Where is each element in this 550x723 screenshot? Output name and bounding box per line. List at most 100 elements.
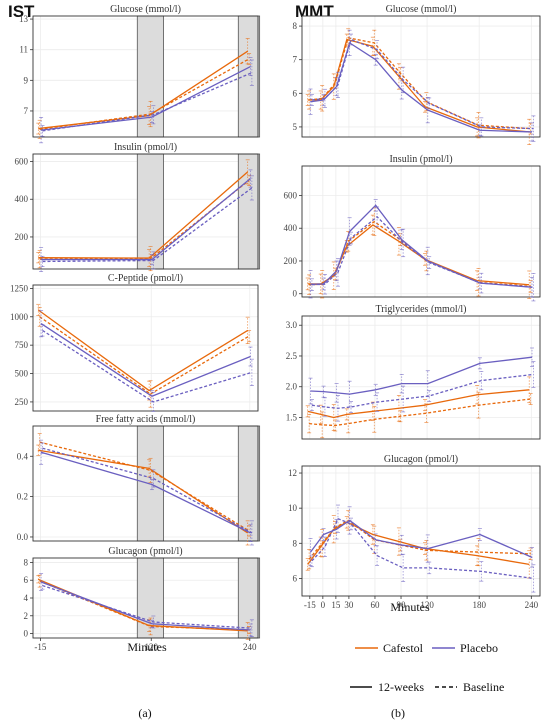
series-line-placebo-baseline — [42, 584, 252, 629]
series-line-cafestol-12-weeks — [38, 171, 249, 259]
y-tick-label: 750 — [15, 340, 29, 350]
y-tick-label: 11 — [19, 45, 28, 55]
series-line-cafestol-baseline — [309, 37, 531, 130]
chart-title: Glucose (mmol/l) — [386, 4, 457, 15]
chart-title: Triglycerides (mmol/l) — [375, 304, 466, 315]
series-line-placebo-baseline — [42, 187, 253, 263]
panel-mmt-7: Triglycerides (mmol/l) 1.5 2.0 2.5 3.0 — [286, 304, 541, 440]
y-tick-label: 200 — [15, 232, 29, 242]
plot-border — [32, 153, 259, 270]
series-line-cafestol-baseline — [309, 398, 531, 427]
panel-ist-3: Free fatty acids (mmol/l) 0.0 0.2 0.4 — [17, 414, 261, 546]
series-line-placebo-12-weeks — [310, 356, 533, 395]
subfigure-b-label: (b) — [391, 706, 405, 720]
y-tick-label: 2.0 — [286, 382, 298, 392]
plot-border — [32, 284, 259, 412]
x-tick-label: 180 — [472, 600, 486, 610]
chart-title: Insulin (pmol/l) — [114, 142, 177, 153]
x-tick-label: -15 — [304, 600, 316, 610]
series-line-placebo-baseline — [311, 216, 534, 288]
chart-title: Insulin (pmol/l) — [389, 154, 452, 165]
chart-title: Glucose (mmol/l) — [110, 4, 181, 15]
panel-mmt-8: Glucagon (pmol/l) 6 8 10 12 -15 0 15 30 60 90 120 18… — [288, 454, 541, 610]
series-line-cafestol-baseline — [39, 441, 250, 532]
y-tick-label: 0 — [293, 289, 298, 299]
x-tick-label: 0 — [321, 600, 326, 610]
x-tick-label: 120 — [144, 642, 158, 652]
series-line-cafestol-baseline — [308, 519, 531, 560]
y-tick-label: 6 — [293, 88, 298, 98]
series-line-placebo-baseline — [42, 72, 253, 132]
plot-border — [301, 15, 541, 138]
chart-title: Glucagon (pmol/l) — [108, 546, 182, 557]
shaded-band — [237, 557, 261, 639]
plot-area — [302, 166, 540, 297]
y-tick-label: 7 — [293, 55, 298, 65]
y-tick-label: 1250 — [10, 283, 29, 293]
panel-ist-0: Glucose (mmol/l) 7 9 11 13 — [19, 4, 261, 144]
mmt-x-axis-label: Minutes — [390, 600, 430, 614]
y-tick-label: 400 — [284, 223, 298, 233]
y-tick-label: 1.5 — [286, 412, 298, 422]
shaded-band — [237, 425, 261, 542]
series-line-cafestol-12-weeks — [38, 449, 249, 534]
legend-12-weeks-label: 12-weeks — [378, 680, 424, 694]
y-tick-label: 8 — [293, 21, 298, 31]
y-tick-label: 10 — [288, 503, 298, 513]
y-tick-label: 500 — [15, 369, 29, 379]
chart-title: Free fatty acids (mmol/l) — [96, 414, 196, 425]
y-tick-label: 600 — [284, 190, 298, 200]
series-line-cafestol-12-weeks — [37, 309, 249, 392]
y-tick-label: 400 — [15, 194, 29, 204]
y-tick-label: 5 — [293, 122, 298, 132]
y-tick-label: 200 — [284, 256, 298, 266]
series-line-cafestol-baseline — [39, 580, 250, 631]
legend: Cafestol Placebo 12-weeks Baseline — [350, 641, 504, 694]
subfigure-a-label: (a) — [138, 706, 151, 720]
chart-title: Glucagon (pmol/l) — [384, 454, 458, 465]
series-line-placebo-12-weeks — [40, 581, 251, 631]
series-line-placebo-12-weeks — [309, 519, 533, 558]
series-line-placebo-12-weeks — [40, 323, 251, 397]
panel-mmt-5: Glucose (mmol/l) 5 6 7 8 — [293, 4, 541, 146]
ist-x-axis-label: Minutes — [127, 640, 167, 654]
series-line-placebo-baseline — [311, 38, 534, 130]
series-line-cafestol-baseline — [39, 316, 250, 395]
y-tick-label: 0.2 — [17, 492, 28, 502]
legend-cafestol-label: Cafestol — [383, 641, 424, 655]
x-tick-label: 240 — [525, 600, 539, 610]
series-line-placebo-baseline — [311, 518, 534, 580]
y-tick-label: 9 — [24, 75, 29, 85]
x-tick-label: 60 — [370, 600, 380, 610]
y-tick-label: 8 — [293, 538, 298, 548]
y-tick-label: 6 — [293, 573, 298, 583]
y-tick-label: 8 — [24, 557, 29, 567]
legend-baseline-label: Baseline — [463, 680, 504, 694]
plot-border — [301, 465, 541, 597]
y-tick-label: 0 — [24, 629, 29, 639]
series-line-placebo-12-weeks — [40, 451, 251, 534]
plot-border — [301, 165, 541, 298]
plot-area — [302, 316, 540, 439]
y-tick-label: 250 — [15, 397, 29, 407]
y-tick-label: 3.0 — [286, 320, 298, 330]
x-tick-label: -15 — [34, 642, 46, 652]
y-tick-label: 0.0 — [17, 532, 29, 542]
plot-border — [301, 315, 541, 440]
y-tick-label: 0.4 — [17, 451, 29, 461]
y-tick-label: 4 — [24, 593, 29, 603]
y-tick-label: 600 — [15, 157, 29, 167]
x-tick-label: 90 — [397, 600, 407, 610]
panel-ist-1: Insulin (pmol/l) 200 400 600 — [15, 142, 261, 272]
legend-placebo-label: Placebo — [460, 641, 498, 655]
series-line-placebo-baseline — [42, 329, 253, 403]
plot-border — [32, 15, 259, 138]
y-tick-label: 7 — [24, 106, 29, 116]
plot-area — [33, 285, 258, 411]
panel-ist-4: Glucagon (pmol/l) 0 2 4 6 8 -15 120 240 — [24, 546, 261, 652]
ist-heading: IST — [8, 2, 35, 21]
x-tick-label: 30 — [344, 600, 354, 610]
y-tick-label: 1000 — [10, 312, 29, 322]
